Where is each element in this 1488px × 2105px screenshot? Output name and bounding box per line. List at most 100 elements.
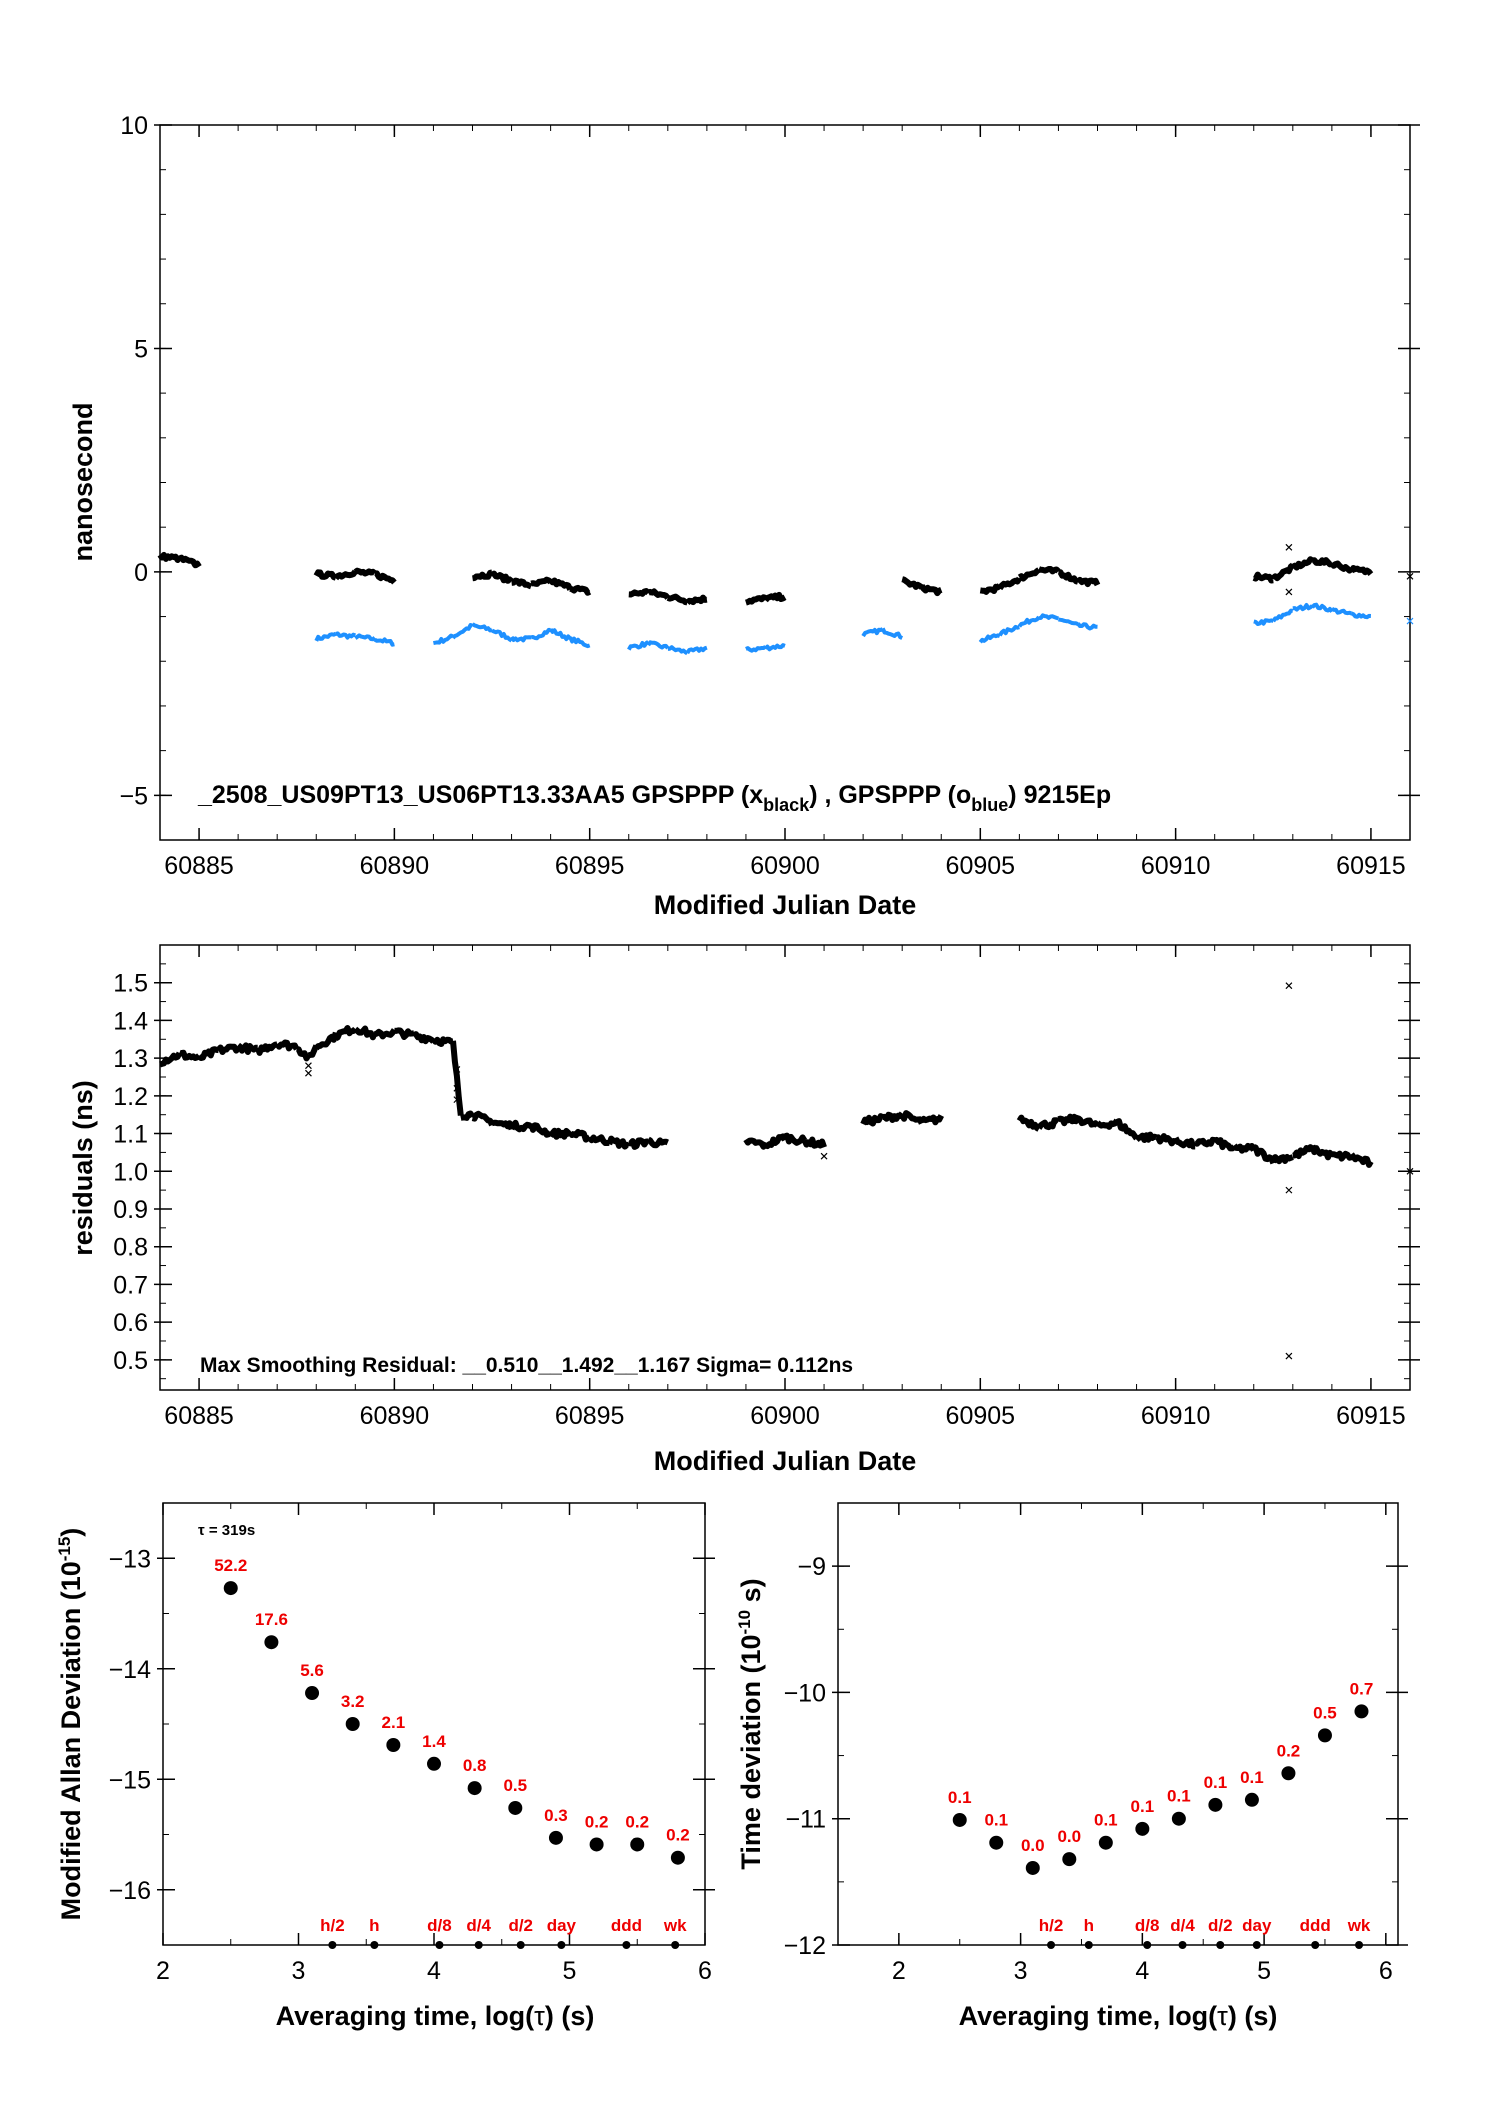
- black-trace-segment: [313, 569, 337, 581]
- residual-trace-segment: [196, 1046, 220, 1061]
- res-ytick-label-9: 1.4: [113, 1007, 148, 1035]
- residual-trace-segment: [431, 1036, 454, 1047]
- tdev-point-3: [1062, 1852, 1077, 1867]
- black-trace-segment: [548, 577, 573, 591]
- black-trace-segment: [1057, 569, 1079, 585]
- mdev-xtick-label-4: 6: [698, 1957, 712, 1985]
- mdev-interval-label-5: day: [547, 1916, 577, 1935]
- res-xtick-label-2: 60895: [555, 1402, 625, 1430]
- black-outlier-1: [1285, 588, 1293, 596]
- black-trace-segment: [1252, 571, 1275, 584]
- tdev-tau-symbol: τ: [1217, 2001, 1228, 2031]
- residual-trace-segment: [627, 1137, 650, 1150]
- black-trace-segment: [489, 570, 514, 584]
- residual-trace-segment: [411, 1031, 436, 1045]
- black-trace-segment: [919, 583, 943, 597]
- tdev-point-2: [1025, 1860, 1040, 1875]
- residual-trace-segment: [508, 1119, 533, 1133]
- blue-trace-segment: [530, 627, 551, 641]
- residual-drop-2: [453, 1066, 461, 1073]
- blue-trace-segment: [335, 631, 356, 640]
- blue-trace-segment: [685, 645, 708, 655]
- blue-trace-segment: [1350, 611, 1372, 620]
- mdev-point-6: [467, 1781, 482, 1796]
- mdev-point-label-6: 0.8: [463, 1756, 487, 1775]
- tdev-point-9: [1281, 1766, 1296, 1781]
- residuals-plot-frame: [159, 944, 1411, 1391]
- top-ticks: 60885 60890 60895 60900 60905 60910 60915 −5 0 5 1…: [119, 112, 1420, 880]
- residual-trace-segment: [784, 1132, 808, 1146]
- blue-trace-segment: [471, 622, 493, 633]
- black-trace-segment: [1017, 567, 1041, 582]
- tdev-ytick-label-2: −10: [784, 1679, 826, 1707]
- mdev-point-label-1: 17.6: [255, 1610, 288, 1629]
- mdev-interval-label-4: d/2: [508, 1916, 533, 1935]
- residual-trace-segment: [528, 1122, 553, 1138]
- residual-trace-segment: [1057, 1113, 1081, 1127]
- blue-trace-segment: [764, 643, 786, 652]
- top-xtick-label-4: 60905: [946, 852, 1016, 880]
- residual-trace-segment: [881, 1111, 905, 1123]
- residual-trace-segment: [1016, 1114, 1041, 1132]
- res-ytick-label-4: 0.9: [113, 1196, 148, 1224]
- residual-trace-segment: [1172, 1136, 1197, 1150]
- residuals-annotation: Max Smoothing Residual: __0.510__1.492__…: [200, 1354, 853, 1377]
- residual-drop-0: [305, 1069, 312, 1077]
- black-outlier-0: [1285, 543, 1293, 551]
- blue-trace-segment: [314, 631, 337, 642]
- tdev-panel: 2 3 4 5 6−12−11−10−9 0.10.10.0 0.00.10.10.10.…: [735, 1502, 1408, 2031]
- res-xtick-label-4: 60905: [946, 1402, 1016, 1430]
- mdev-interval-label-6: ddd: [611, 1916, 642, 1935]
- blue-trace-segment: [491, 628, 513, 643]
- tdev-interval-dot-1: [1084, 1941, 1093, 1949]
- top-ytick-label-2: 5: [134, 335, 148, 363]
- residuals-ticks: 60885 60890 60895 60900 60905 60910 60915 0.5 0.…: [113, 945, 1420, 1430]
- mdev-point-10: [630, 1837, 645, 1852]
- blue-trace-segment: [1330, 606, 1353, 616]
- mdev-interval-label-3: d/4: [466, 1916, 491, 1935]
- residual-trace-segment: [646, 1136, 669, 1149]
- residual-trace-segment: [1212, 1136, 1237, 1152]
- blue-trace-segment: [861, 627, 884, 638]
- tdev-interval-label-2: d/8: [1135, 1916, 1160, 1935]
- black-trace-segment: [1291, 556, 1315, 571]
- black-trace-segment: [1271, 562, 1295, 582]
- black-trace-segment: [178, 554, 202, 569]
- top-ytick-label-3: 10: [120, 112, 148, 140]
- black-trace-segment: [157, 551, 183, 563]
- residual-trace-segment: [1036, 1117, 1061, 1131]
- mdev-point-11: [670, 1850, 685, 1865]
- mdev-ytick-label-1: −15: [109, 1766, 151, 1794]
- black-trace-segment: [1311, 557, 1334, 568]
- residual-trace-segment: [471, 1110, 495, 1127]
- res-ytick-label-1: 0.6: [113, 1309, 148, 1337]
- residual-trace-segment: [450, 1040, 464, 1116]
- residual-trace-segment: [1231, 1142, 1257, 1154]
- blue-trace-segment: [548, 628, 572, 642]
- tdev-point-label-10: 0.5: [1313, 1703, 1337, 1722]
- blue-trace-segment: [1253, 618, 1274, 626]
- blue-trace-segment: [646, 640, 670, 650]
- residual-trace-segment: [334, 1025, 358, 1042]
- tdev-point-label-6: 0.1: [1167, 1787, 1191, 1806]
- mdev-point-label-3: 3.2: [341, 1692, 365, 1711]
- residual-trace-segment: [491, 1119, 515, 1131]
- res-xtick-label-0: 60885: [164, 1402, 234, 1430]
- tdev-interval-label-7: wk: [1347, 1916, 1371, 1935]
- black-trace-segment: [471, 569, 494, 582]
- mdev-points: 52.2 17.6 5.6 3.2 2.1 1.4 0.8 0.5 0.3 0.2 0.2 0.2 h/…: [214, 1556, 690, 1949]
- tdev-point-label-5: 0.1: [1131, 1797, 1155, 1816]
- mdev-ytick-label-0: −16: [109, 1877, 151, 1905]
- residual-drop-1: [305, 1062, 312, 1070]
- black-trace-segment: [569, 584, 592, 596]
- tdev-point-label-0: 0.1: [948, 1788, 972, 1807]
- tdev-point-label-9: 0.2: [1277, 1741, 1301, 1760]
- residual-trace-segment: [919, 1114, 944, 1126]
- residual-trace-segment: [1330, 1150, 1353, 1162]
- black-outlier-2: [1406, 572, 1414, 580]
- mdev-interval-dot-0: [328, 1941, 337, 1949]
- residual-trace-segment: [178, 1049, 202, 1061]
- tdev-interval-label-6: ddd: [1300, 1916, 1331, 1935]
- black-trace-segment: [510, 577, 533, 590]
